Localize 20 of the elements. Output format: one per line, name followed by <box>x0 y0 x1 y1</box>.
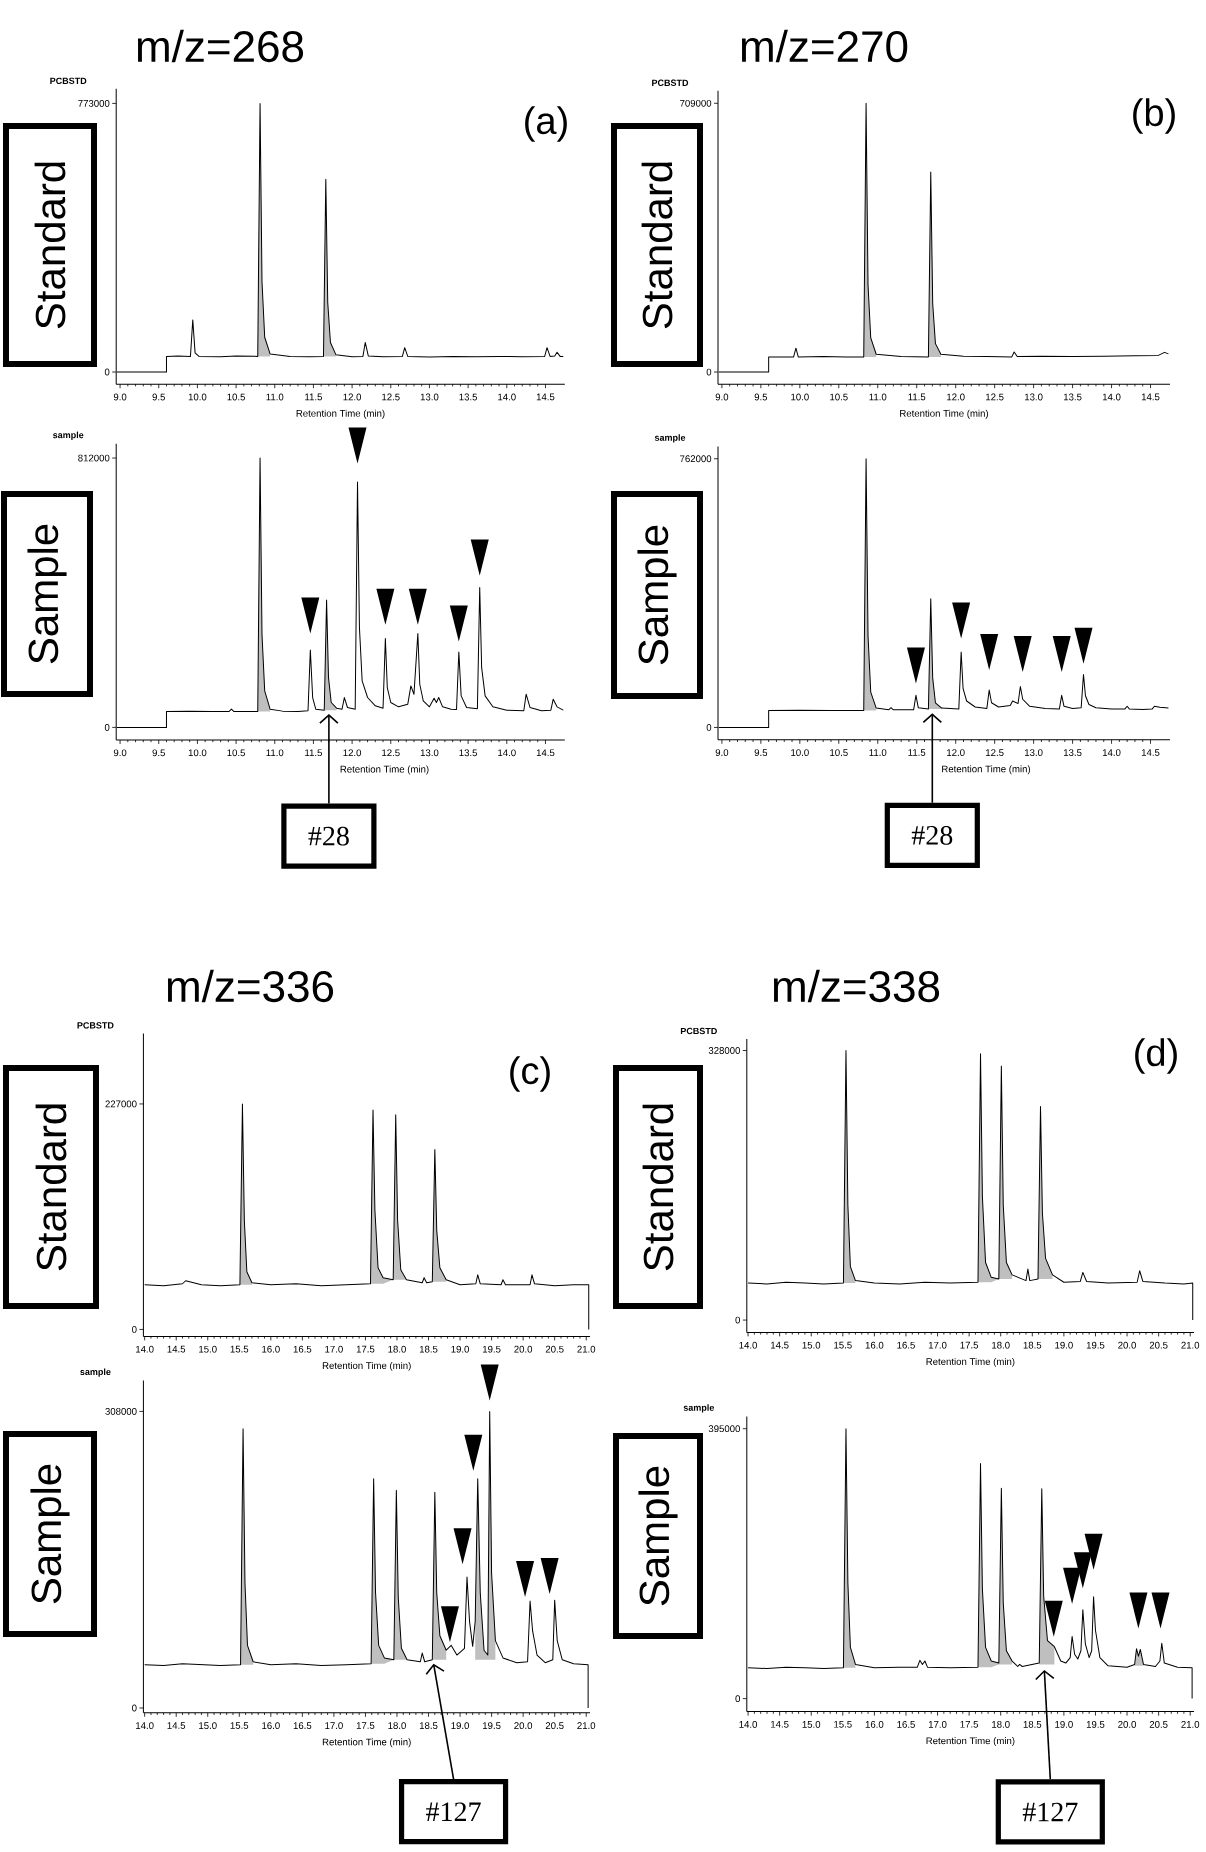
chart-title: m/z=336 <box>167 969 334 1003</box>
annotation: (c) <box>510 1056 550 1092</box>
y-axis-title: Sample <box>637 525 677 665</box>
annotation: #127 <box>426 1802 481 1821</box>
chart-title: m/z=268 <box>137 29 304 63</box>
annotation: #127 <box>1022 1802 1078 1822</box>
y-axis-title: Standard <box>35 1104 67 1271</box>
chart-title: m/z=338 <box>773 969 940 1003</box>
y-axis-title: Standard <box>642 1104 674 1271</box>
y-axis-title: Sample <box>638 1466 678 1606</box>
chart-title: m/z=270 <box>741 29 908 63</box>
annotation: (d) <box>1135 1038 1177 1074</box>
y-axis-title: Standard <box>34 162 66 329</box>
y-axis-title: Sample <box>27 524 67 664</box>
annotation: #28 <box>308 826 349 846</box>
annotation: (a) <box>525 106 567 142</box>
y-axis-title: Standard <box>641 162 673 329</box>
y-axis-title: Sample <box>30 1464 70 1604</box>
annotation: #28 <box>911 825 953 845</box>
annotation: (b) <box>1133 98 1175 134</box>
